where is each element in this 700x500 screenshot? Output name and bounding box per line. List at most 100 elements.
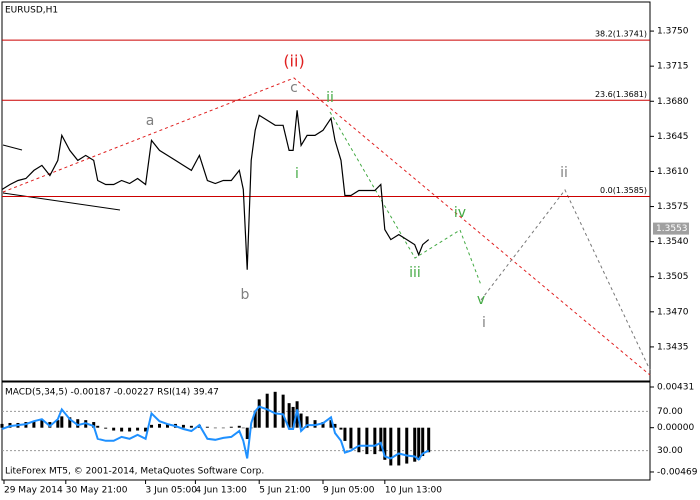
wave-label: c (290, 80, 298, 96)
histogram-bar (329, 420, 333, 428)
y-tick-label: 1.3750 (657, 27, 689, 37)
histogram-bar (92, 422, 96, 428)
histogram-bar (213, 427, 217, 429)
histogram-bar (291, 406, 295, 428)
y-tick-label: 1.3505 (657, 272, 689, 282)
trend-line (2, 144, 23, 151)
histogram-bar (413, 427, 417, 462)
histogram-bar (150, 424, 154, 428)
y-tick-label: 1.3680 (657, 97, 689, 107)
x-tick-label: 29 May 2014 (4, 486, 63, 496)
histogram-bar (229, 426, 233, 428)
histogram-bar (76, 419, 80, 428)
histogram-bar (379, 427, 383, 452)
histogram-bar (128, 427, 132, 432)
y-tick-label: 1.3715 (657, 62, 689, 72)
histogram-bar (281, 394, 285, 428)
main-frame (1, 1, 651, 382)
histogram-bar (56, 420, 60, 428)
x-tick-label: 30 May 21:00 (66, 486, 128, 496)
histogram-bar (273, 391, 277, 428)
histogram-bar (417, 427, 421, 460)
histogram-bar (339, 427, 343, 430)
histogram-bar (373, 427, 377, 455)
histogram-bar (343, 427, 347, 441)
x-tick-label: 10 Jun 13:00 (385, 486, 442, 496)
histogram-bar (299, 413, 303, 428)
wave-label: ii (326, 90, 334, 106)
y-tick-label: 1.3610 (657, 167, 689, 177)
histogram-bar (205, 426, 209, 428)
wave-label: i (295, 166, 299, 182)
y-tick-label: 1.3645 (657, 132, 689, 142)
histogram-bar (181, 424, 185, 428)
histogram-bar (104, 427, 108, 429)
histogram-bar (421, 427, 425, 457)
histogram-bar (321, 422, 325, 428)
y2-tick-label: 70.00 (657, 407, 683, 417)
histogram-bar (383, 427, 387, 460)
histogram-bar (144, 427, 148, 432)
histogram-bar (112, 427, 116, 431)
histogram-bar (0, 423, 4, 428)
wave-label: iv (454, 205, 466, 221)
fib-label: 23.6(1.3681) (595, 90, 647, 99)
wave-line (2, 77, 651, 376)
wave-label: (ii) (283, 52, 304, 71)
credit: LiteForex MT5, © 2001-2014, MetaQuotes S… (5, 467, 264, 477)
histogram-bar (189, 425, 193, 428)
y-tick-label: 1.3575 (657, 202, 689, 212)
y-tick-label: -0.00469 (657, 467, 698, 477)
fib-label: 0.0(1.3585) (600, 186, 647, 195)
histogram-bar (265, 393, 269, 428)
wave-line (480, 189, 651, 371)
histogram-bar (397, 427, 401, 466)
histogram-bar (245, 427, 249, 440)
histogram-bar (32, 421, 36, 428)
histogram-bar (405, 427, 409, 464)
histogram-bar (96, 425, 100, 428)
price-line (1, 110, 430, 270)
histogram-bar (287, 403, 291, 428)
current-price-box (653, 222, 689, 235)
histogram-bar (427, 427, 431, 453)
histogram-bar (257, 399, 261, 428)
histogram-bar (313, 420, 317, 428)
y-tick-label: 1.3470 (657, 307, 689, 317)
x-tick-label: 5 Jun 21:00 (259, 486, 311, 496)
histogram-bar (60, 416, 64, 428)
histogram-bar (237, 425, 241, 428)
wave-line (329, 111, 482, 286)
wave-label: ii (560, 165, 568, 181)
chart-title: EURUSD,H1 (5, 6, 58, 16)
rsi-line (1, 405, 430, 461)
wave-label: b (241, 287, 250, 303)
trend-line (2, 192, 121, 211)
wave-label: i (482, 315, 486, 331)
wave-label: a (146, 113, 155, 129)
wave-label: v (477, 292, 485, 308)
y-tick-label: 1.3540 (657, 237, 689, 247)
y-tick-label: 1.3435 (657, 342, 689, 352)
histogram-bar (305, 416, 309, 428)
indicator-title: MACD(5,34,5) -0.00187 -0.00227 RSI(14) 3… (5, 388, 219, 398)
x-tick-label: 9 Jun 05:00 (323, 486, 375, 496)
x-tick-label: 3 Jun 05:00 (146, 486, 198, 496)
current-price-label: 1.3553 (656, 224, 688, 234)
histogram-bar (221, 427, 225, 429)
histogram-bar (333, 423, 337, 428)
histogram-bar (40, 420, 44, 428)
y-tick-label: 0.00431 (657, 383, 694, 393)
histogram-bar (349, 427, 353, 449)
histogram-bar (253, 410, 257, 428)
histogram-bar (120, 427, 124, 432)
histogram-bar (389, 427, 393, 466)
histogram-bar (68, 417, 72, 428)
histogram-bar (158, 423, 162, 428)
histogram-bar (365, 427, 369, 455)
y-tick-label: 0.00000 (657, 423, 694, 433)
fib-label: 38.2(1.3741) (595, 30, 647, 39)
wave-label: iii (409, 265, 421, 281)
histogram-bar (136, 427, 140, 431)
